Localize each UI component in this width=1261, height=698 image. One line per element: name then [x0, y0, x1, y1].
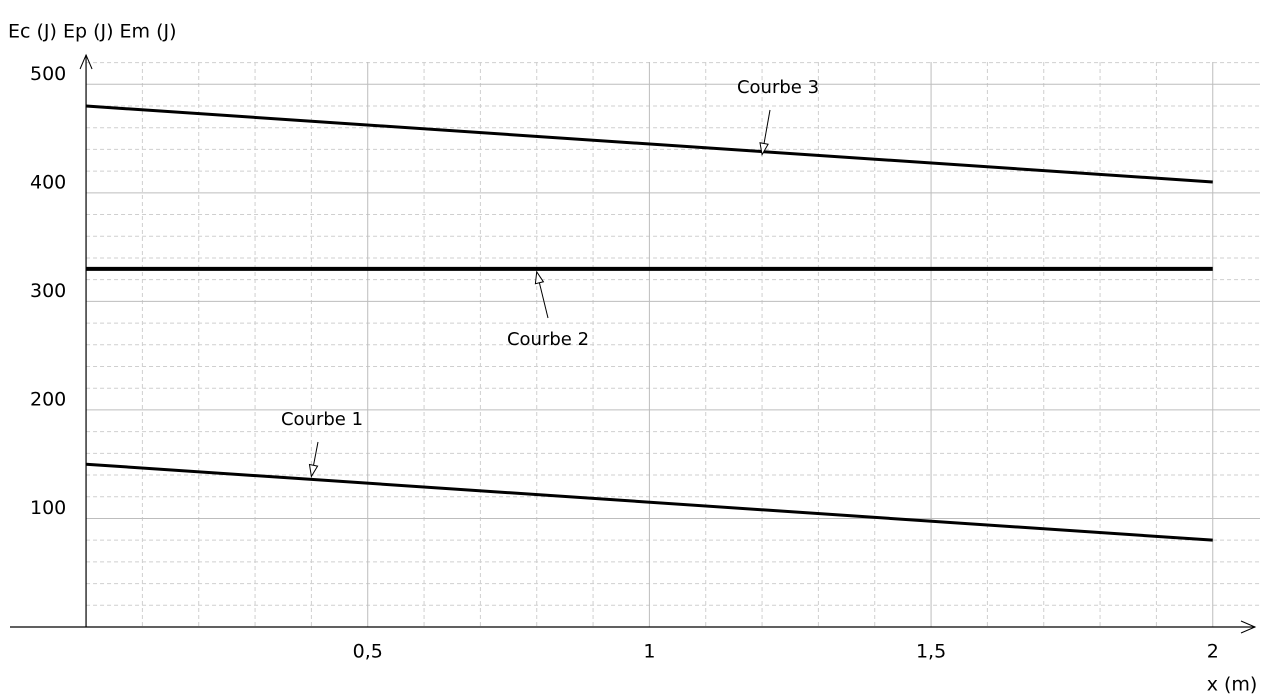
line [85, 104, 1213, 184]
y-tick-label: 200 [30, 388, 66, 410]
line [85, 462, 1213, 542]
annotation-arrowhead [759, 142, 769, 157]
x-axis-label: x (m) [1207, 674, 1258, 696]
y-axis-arrow [79, 53, 93, 70]
x-tick-label: 1 [643, 641, 655, 663]
x-tick-label: 1,5 [916, 641, 946, 663]
y-tick-label: 400 [30, 171, 66, 193]
x-axis-arrow [1240, 620, 1257, 634]
series-label: Courbe 1 [281, 409, 363, 430]
y-tick-label: 500 [30, 63, 66, 85]
annotation-arrowhead [534, 270, 545, 285]
annotation-arrowhead [308, 463, 319, 478]
series-label: Courbe 2 [507, 329, 589, 350]
y-axis-label: Ec (J) Ep (J) Em (J) [8, 21, 177, 43]
series-label: Courbe 3 [737, 77, 819, 98]
y-tick-label: 300 [30, 280, 66, 302]
x-tick-label: 0,5 [353, 641, 383, 663]
y-tick-label: 100 [30, 497, 66, 519]
x-tick-label: 2 [1207, 641, 1219, 663]
